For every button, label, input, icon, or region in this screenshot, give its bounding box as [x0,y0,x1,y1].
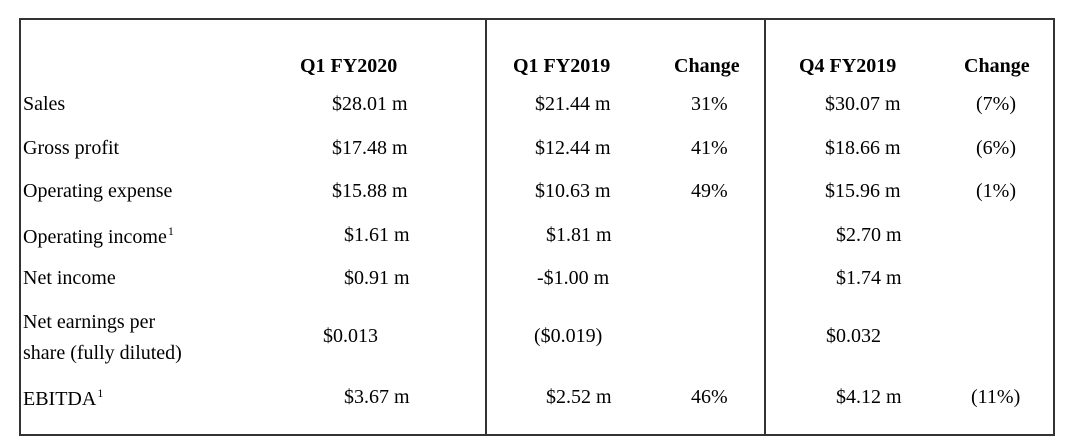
cell-ebitda-q4fy2019: $4.12 m [836,386,902,408]
header-q4fy2019: Q4 FY2019 [799,55,897,77]
row-label-gross-profit: Gross profit [23,137,120,159]
cell-net-income-q1fy2020: $0.91 m [344,267,410,289]
row-label-eps-line1: Net earnings per [23,311,156,333]
cell-gross-profit-q4fy2019: $18.66 m [825,137,901,159]
header-change-2: Change [964,55,1030,77]
cell-gross-profit-change2: (6%) [976,137,1016,159]
cell-ebitda-q1fy2020: $3.67 m [344,386,410,408]
row-label-operating-income-text: Operating income [23,226,167,248]
cell-operating-expense-change2: (1%) [976,180,1016,202]
cell-net-income-q1fy2019: -$1.00 m [537,267,610,289]
cell-operating-income-q1fy2020: $1.61 m [344,224,410,246]
footnote-marker: 1 [167,224,174,238]
column-divider-2 [764,18,766,436]
cell-sales-q1fy2019: $21.44 m [535,93,611,115]
column-divider-1 [485,18,487,436]
cell-net-income-q4fy2019: $1.74 m [836,267,902,289]
row-label-operating-expense: Operating expense [23,180,173,202]
header-change-1: Change [674,55,740,77]
cell-ebitda-q1fy2019: $2.52 m [546,386,612,408]
cell-ebitda-change2: (11%) [971,386,1021,408]
footnote-marker: 1 [97,386,104,400]
cell-operating-expense-q1fy2019: $10.63 m [535,180,611,202]
header-q1fy2019: Q1 FY2019 [513,55,611,77]
row-label-ebitda-text: EBITDA [23,388,97,410]
cell-sales-q1fy2020: $28.01 m [332,93,408,115]
cell-sales-change2: (7%) [976,93,1016,115]
cell-operating-expense-q4fy2019: $15.96 m [825,180,901,202]
header-q1fy2020: Q1 FY2020 [300,55,398,77]
cell-eps-q4fy2019: $0.032 [826,325,881,347]
cell-operating-income-q4fy2019: $2.70 m [836,224,902,246]
cell-gross-profit-q1fy2019: $12.44 m [535,137,611,159]
cell-operating-expense-change1: 49% [691,180,728,202]
cell-gross-profit-q1fy2020: $17.48 m [332,137,408,159]
cell-operating-expense-q1fy2020: $15.88 m [332,180,408,202]
row-label-net-income: Net income [23,267,116,289]
cell-sales-q4fy2019: $30.07 m [825,93,901,115]
cell-gross-profit-change1: 41% [691,137,728,159]
cell-sales-change1: 31% [691,93,728,115]
cell-ebitda-change1: 46% [691,386,728,408]
row-label-sales: Sales [23,93,66,115]
cell-eps-q1fy2020: $0.013 [323,325,378,347]
cell-operating-income-q1fy2019: $1.81 m [546,224,612,246]
row-label-operating-income: Operating income1 [23,224,174,249]
cell-eps-q1fy2019: ($0.019) [534,325,603,347]
row-label-ebitda: EBITDA1 [23,386,104,411]
table-frame [19,18,1055,436]
row-label-eps-line2: share (fully diluted) [23,342,182,364]
